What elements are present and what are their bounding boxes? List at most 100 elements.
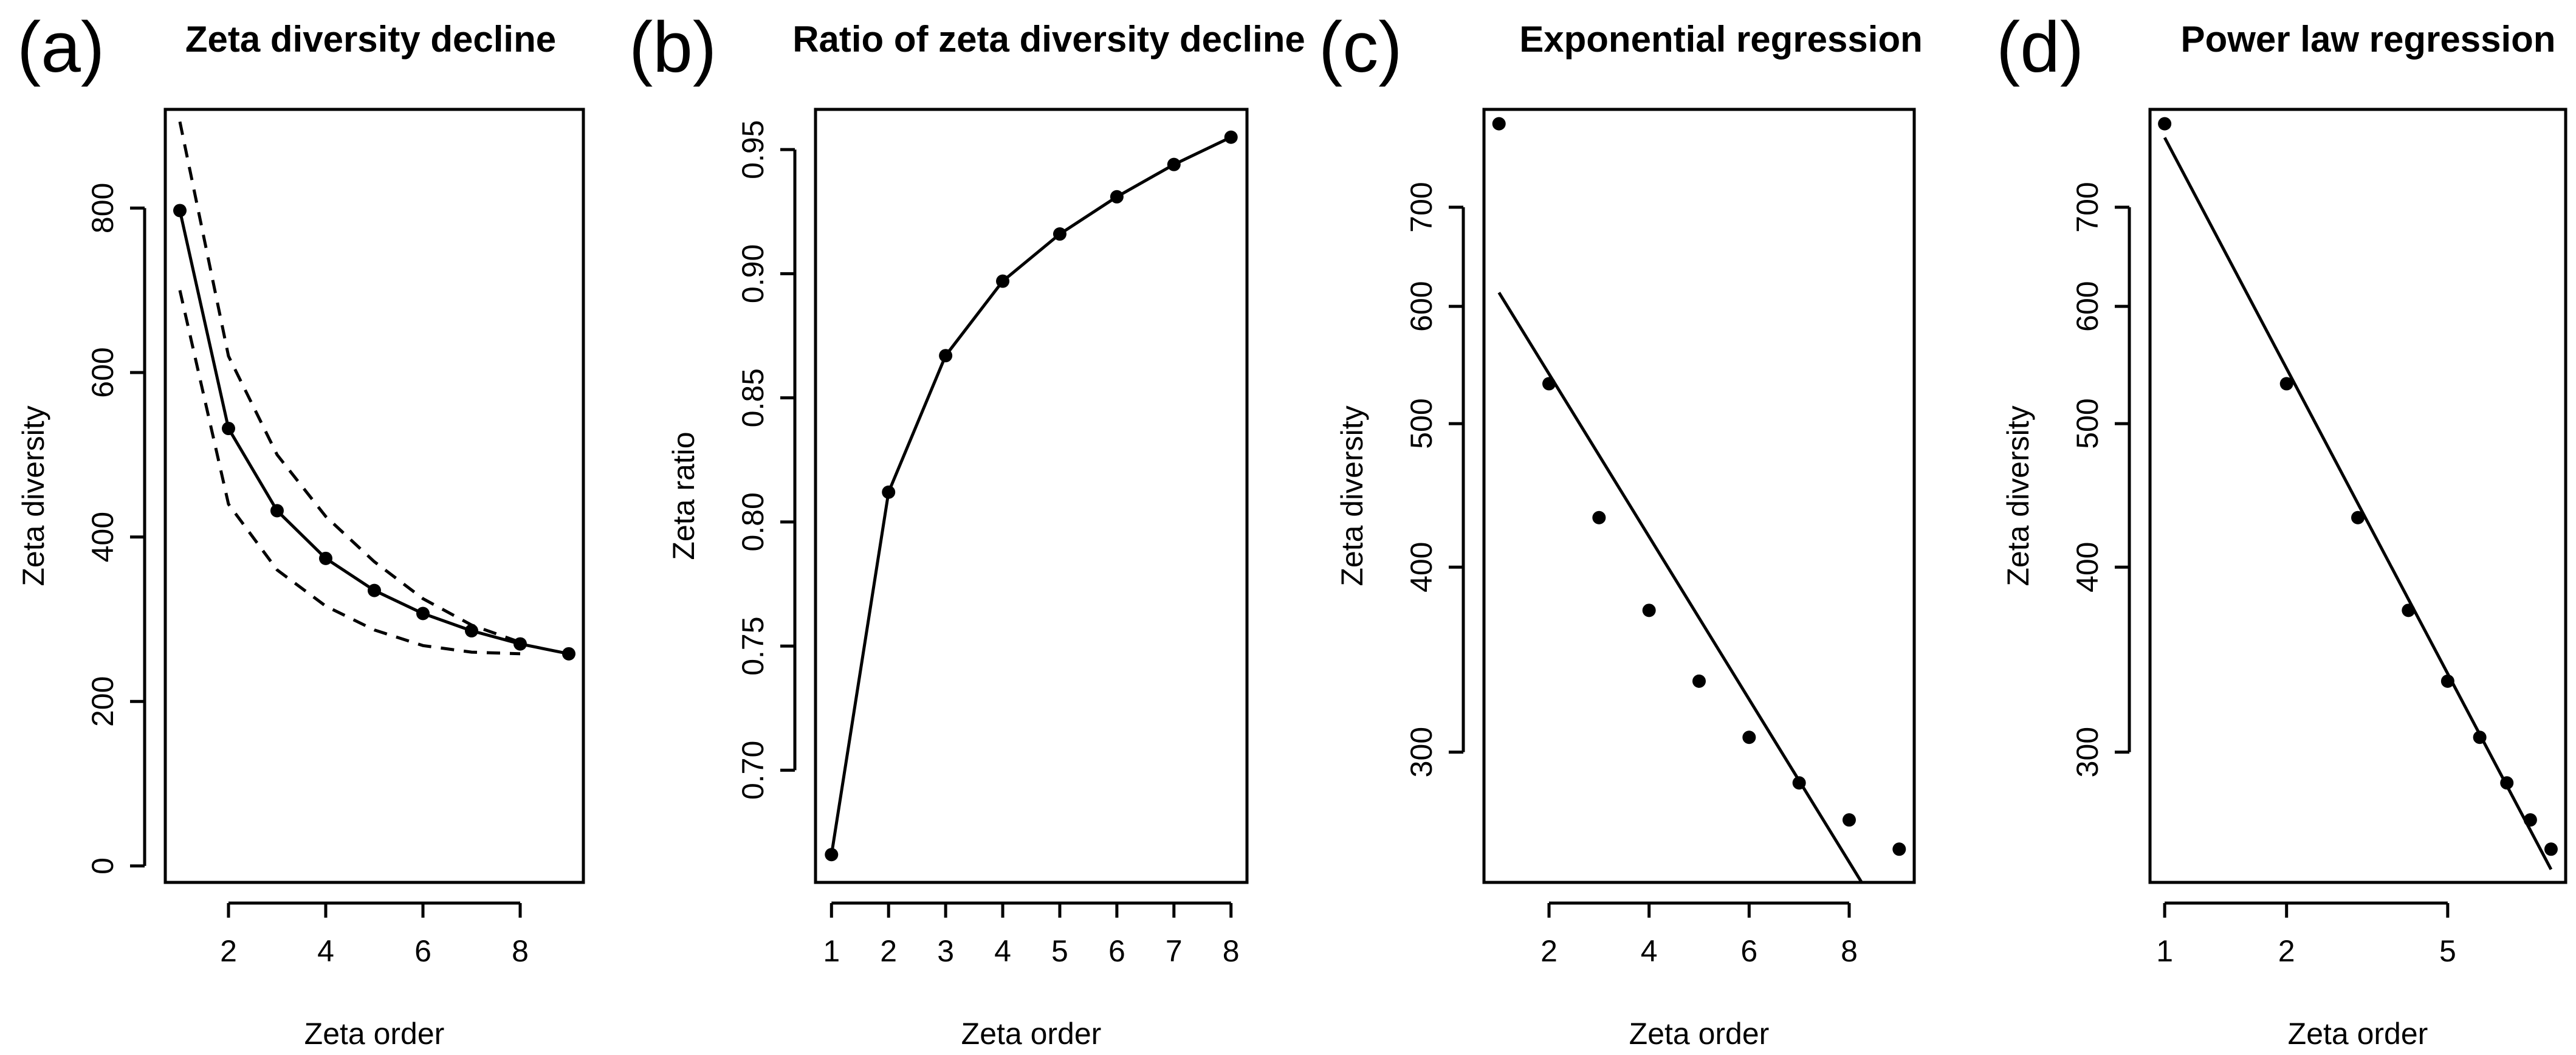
- regression-line: [2163, 137, 2553, 870]
- panel-title: Ratio of zeta diversity decline: [792, 19, 1305, 60]
- y-axis-title: Zeta diversity: [2001, 405, 2035, 586]
- series-upper-bound: [178, 121, 521, 644]
- data-point: [1110, 190, 1124, 204]
- x-tick-label: 5: [2439, 934, 2456, 968]
- x-tick-label: 4: [994, 934, 1011, 968]
- y-axis: 0 200 400 600 800 Zeta diversity: [16, 183, 146, 875]
- data-point: [1167, 157, 1181, 171]
- panel-title: Exponential regression: [1519, 19, 1923, 60]
- x-tick-label: 3: [937, 934, 954, 968]
- data-point: [562, 647, 575, 661]
- panel-b: (b) Ratio of zeta diversity decline 1 2 3 4 5 6…: [629, 7, 1305, 1051]
- y-tick-label: 800: [86, 183, 120, 233]
- x-tick-label: 2: [880, 934, 897, 968]
- data-point: [1224, 130, 1238, 144]
- regression-line: [1497, 292, 1863, 884]
- data-point: [2544, 842, 2558, 856]
- x-axis: 1 2 5 Zeta order: [2156, 901, 2456, 1051]
- series-power-law-fit: [2163, 137, 2553, 870]
- data-point: [1892, 842, 1906, 856]
- y-tick-label: 600: [86, 347, 120, 397]
- data-point: [319, 551, 332, 565]
- y-tick-label: 600: [1404, 281, 1438, 331]
- data-point: [1053, 227, 1066, 241]
- data-point: [1692, 674, 1706, 688]
- y-axis: 300 400 500 600 700 Zeta diversity: [2001, 182, 2131, 777]
- panel-label: (c): [1319, 7, 1403, 88]
- y-axis: 0.70 0.75 0.80 0.85 0.90 0.95 Zeta ratio: [667, 120, 797, 800]
- data-point: [996, 274, 1010, 288]
- y-tick-label: 300: [2070, 727, 2104, 777]
- data-point: [1642, 603, 1656, 617]
- data-point: [222, 422, 235, 436]
- y-tick-label: 400: [2070, 541, 2104, 592]
- data-point: [1742, 730, 1756, 744]
- y-tick-label: 400: [86, 512, 120, 562]
- panel-d: (d) Power law regression 1 2 5 Zeta order 300 4…: [1996, 7, 2567, 1051]
- plot-frame: [163, 108, 585, 884]
- plot-frame: [2148, 108, 2567, 884]
- data-point: [882, 485, 896, 499]
- panel-label: (b): [629, 7, 716, 88]
- y-tick-label: 700: [2070, 182, 2104, 232]
- x-tick-label: 1: [823, 934, 840, 968]
- x-tick-label: 8: [512, 934, 529, 968]
- y-tick-label: 0.85: [736, 368, 770, 427]
- data-point: [2351, 510, 2365, 524]
- x-tick-label: 7: [1166, 934, 1183, 968]
- x-tick-label: 4: [1641, 934, 1658, 968]
- x-tick-label: 2: [220, 934, 237, 968]
- y-tick-label: 0.95: [736, 120, 770, 179]
- panel-title: Power law regression: [2181, 19, 2556, 60]
- x-axis-title: Zeta order: [304, 1017, 445, 1051]
- y-axis-title: Zeta diversity: [16, 405, 50, 586]
- x-axis: 2 4 6 8 Zeta order: [220, 901, 529, 1051]
- y-tick-label: 200: [86, 676, 120, 727]
- x-tick-label: 5: [1051, 934, 1068, 968]
- panel-c: (c) Exponential regression 2 4 6 8 Zeta order 3…: [1319, 7, 1923, 1051]
- x-axis: 1 2 3 4 5 6 7 8 Zeta order: [823, 901, 1240, 1051]
- panel-title: Zeta diversity decline: [185, 19, 556, 60]
- data-point: [270, 504, 284, 518]
- series-lower-bound: [178, 290, 521, 656]
- data-point: [1592, 510, 1606, 524]
- y-tick-label: 500: [2070, 398, 2104, 448]
- y-tick-label: 600: [2070, 281, 2104, 331]
- plot-frame: [1482, 108, 1916, 884]
- y-tick-label: 0.80: [736, 492, 770, 551]
- y-tick-label: 0.75: [736, 616, 770, 675]
- x-tick-label: 2: [2278, 934, 2295, 968]
- y-tick-label: 700: [1404, 182, 1438, 232]
- panel-label: (a): [17, 7, 105, 88]
- data-point: [416, 607, 430, 620]
- x-axis: 2 4 6 8 Zeta order: [1540, 901, 1858, 1051]
- data-point: [1842, 813, 1856, 827]
- data-point: [173, 204, 187, 218]
- x-tick-label: 6: [414, 934, 431, 968]
- y-tick-label: 0.70: [736, 741, 770, 800]
- dashed-bound-line: [178, 290, 521, 656]
- y-tick-label: 0.90: [736, 244, 770, 303]
- x-tick-label: 8: [1841, 934, 1858, 968]
- data-point: [825, 848, 839, 862]
- x-axis-title: Zeta order: [1629, 1017, 1770, 1051]
- series-zeta-diversity: [1492, 117, 1906, 856]
- y-axis-title: Zeta diversity: [1335, 405, 1369, 586]
- dashed-bound-line: [178, 121, 521, 644]
- series-line: [829, 136, 1232, 855]
- series-exponential-fit: [1497, 292, 1863, 884]
- x-tick-label: 1: [2156, 934, 2173, 968]
- data-point: [368, 583, 381, 597]
- y-tick-label: 400: [1404, 541, 1438, 592]
- x-tick-label: 6: [1740, 934, 1757, 968]
- series-zeta-diversity: [173, 204, 575, 661]
- data-point: [2279, 377, 2293, 391]
- y-tick-label: 300: [1404, 727, 1438, 777]
- data-point: [1492, 117, 1506, 131]
- plot-frame: [814, 108, 1249, 884]
- y-tick-label: 0: [86, 857, 120, 875]
- x-tick-label: 2: [1540, 934, 1558, 968]
- x-tick-label: 4: [317, 934, 334, 968]
- data-point: [2158, 117, 2172, 131]
